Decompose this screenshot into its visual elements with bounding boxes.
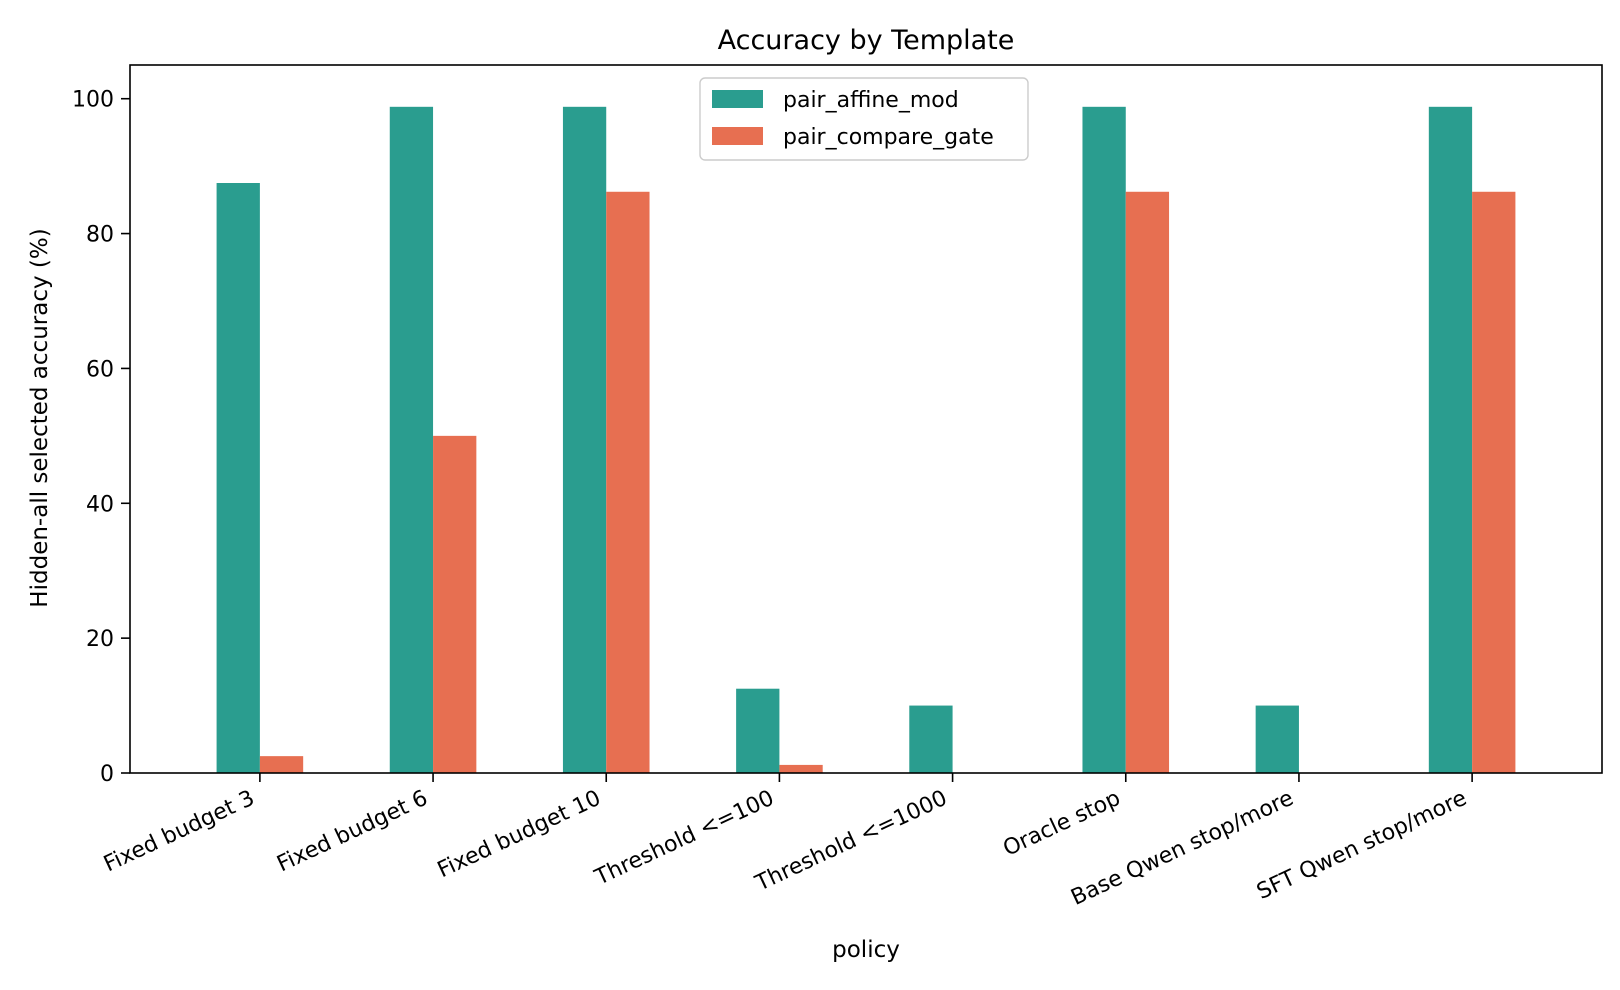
- y-tick-label-0: 0: [100, 762, 114, 787]
- x-tick-label-1: Fixed budget 6: [273, 786, 431, 878]
- y-tick-label-1: 20: [86, 627, 114, 652]
- y-tick-label-2: 40: [86, 492, 114, 517]
- bar-pair_compare_gate-5: [1125, 191, 1170, 773]
- x-tick-label-5: Oracle stop: [999, 786, 1124, 862]
- x-tick-label-4: Threshold <=1000: [751, 786, 951, 897]
- bar-pair_affine_mod-7: [1428, 106, 1473, 773]
- bar-pair_compare_gate-3: [779, 764, 823, 773]
- bars-group: [216, 106, 1516, 773]
- bar-pair_affine_mod-6: [1255, 705, 1299, 773]
- y-tick-label-4: 80: [86, 223, 114, 248]
- x-axis-label: policy: [832, 937, 900, 963]
- legend-label-pair_compare_gate: pair_compare_gate: [783, 125, 994, 150]
- legend-box: [699, 77, 1029, 161]
- bar-pair_affine_mod-0: [216, 183, 260, 773]
- x-tick-label-0: Fixed budget 3: [100, 786, 258, 878]
- bar-pair_affine_mod-3: [736, 688, 780, 773]
- x-axis: Fixed budget 3 Fixed budget 6 Fixed budget…: [100, 773, 1473, 911]
- bar-pair_compare_gate-2: [606, 191, 650, 773]
- legend-swatch-pair_affine_mod: [712, 90, 763, 108]
- y-tick-label-3: 60: [86, 357, 114, 382]
- bar-pair_affine_mod-1: [389, 106, 434, 773]
- plot-frame: [129, 64, 1603, 774]
- legend-swatch-pair_compare_gate: [712, 127, 763, 145]
- x-tick-label-3: Threshold <=100: [590, 786, 778, 891]
- legend: pair_affine_mod pair_compare_gate: [699, 77, 1029, 161]
- bar-pair_affine_mod-4: [909, 705, 953, 773]
- chart-title: Accuracy by Template: [718, 25, 1015, 56]
- legend-label-pair_affine_mod: pair_affine_mod: [783, 88, 959, 113]
- bar-pair_affine_mod-2: [562, 106, 607, 773]
- bar-pair_affine_mod-5: [1082, 106, 1126, 773]
- y-tick-label-5: 100: [72, 88, 114, 113]
- y-axis-label: Hidden-all selected accuracy (%): [27, 228, 53, 607]
- y-axis: 0 20 40 60 80 100: [72, 88, 130, 787]
- bar-pair_compare_gate-0: [259, 756, 304, 773]
- bar-pair_compare_gate-1: [433, 435, 477, 773]
- bar-pair_compare_gate-7: [1472, 191, 1516, 773]
- x-tick-label-2: Fixed budget 10: [434, 786, 605, 883]
